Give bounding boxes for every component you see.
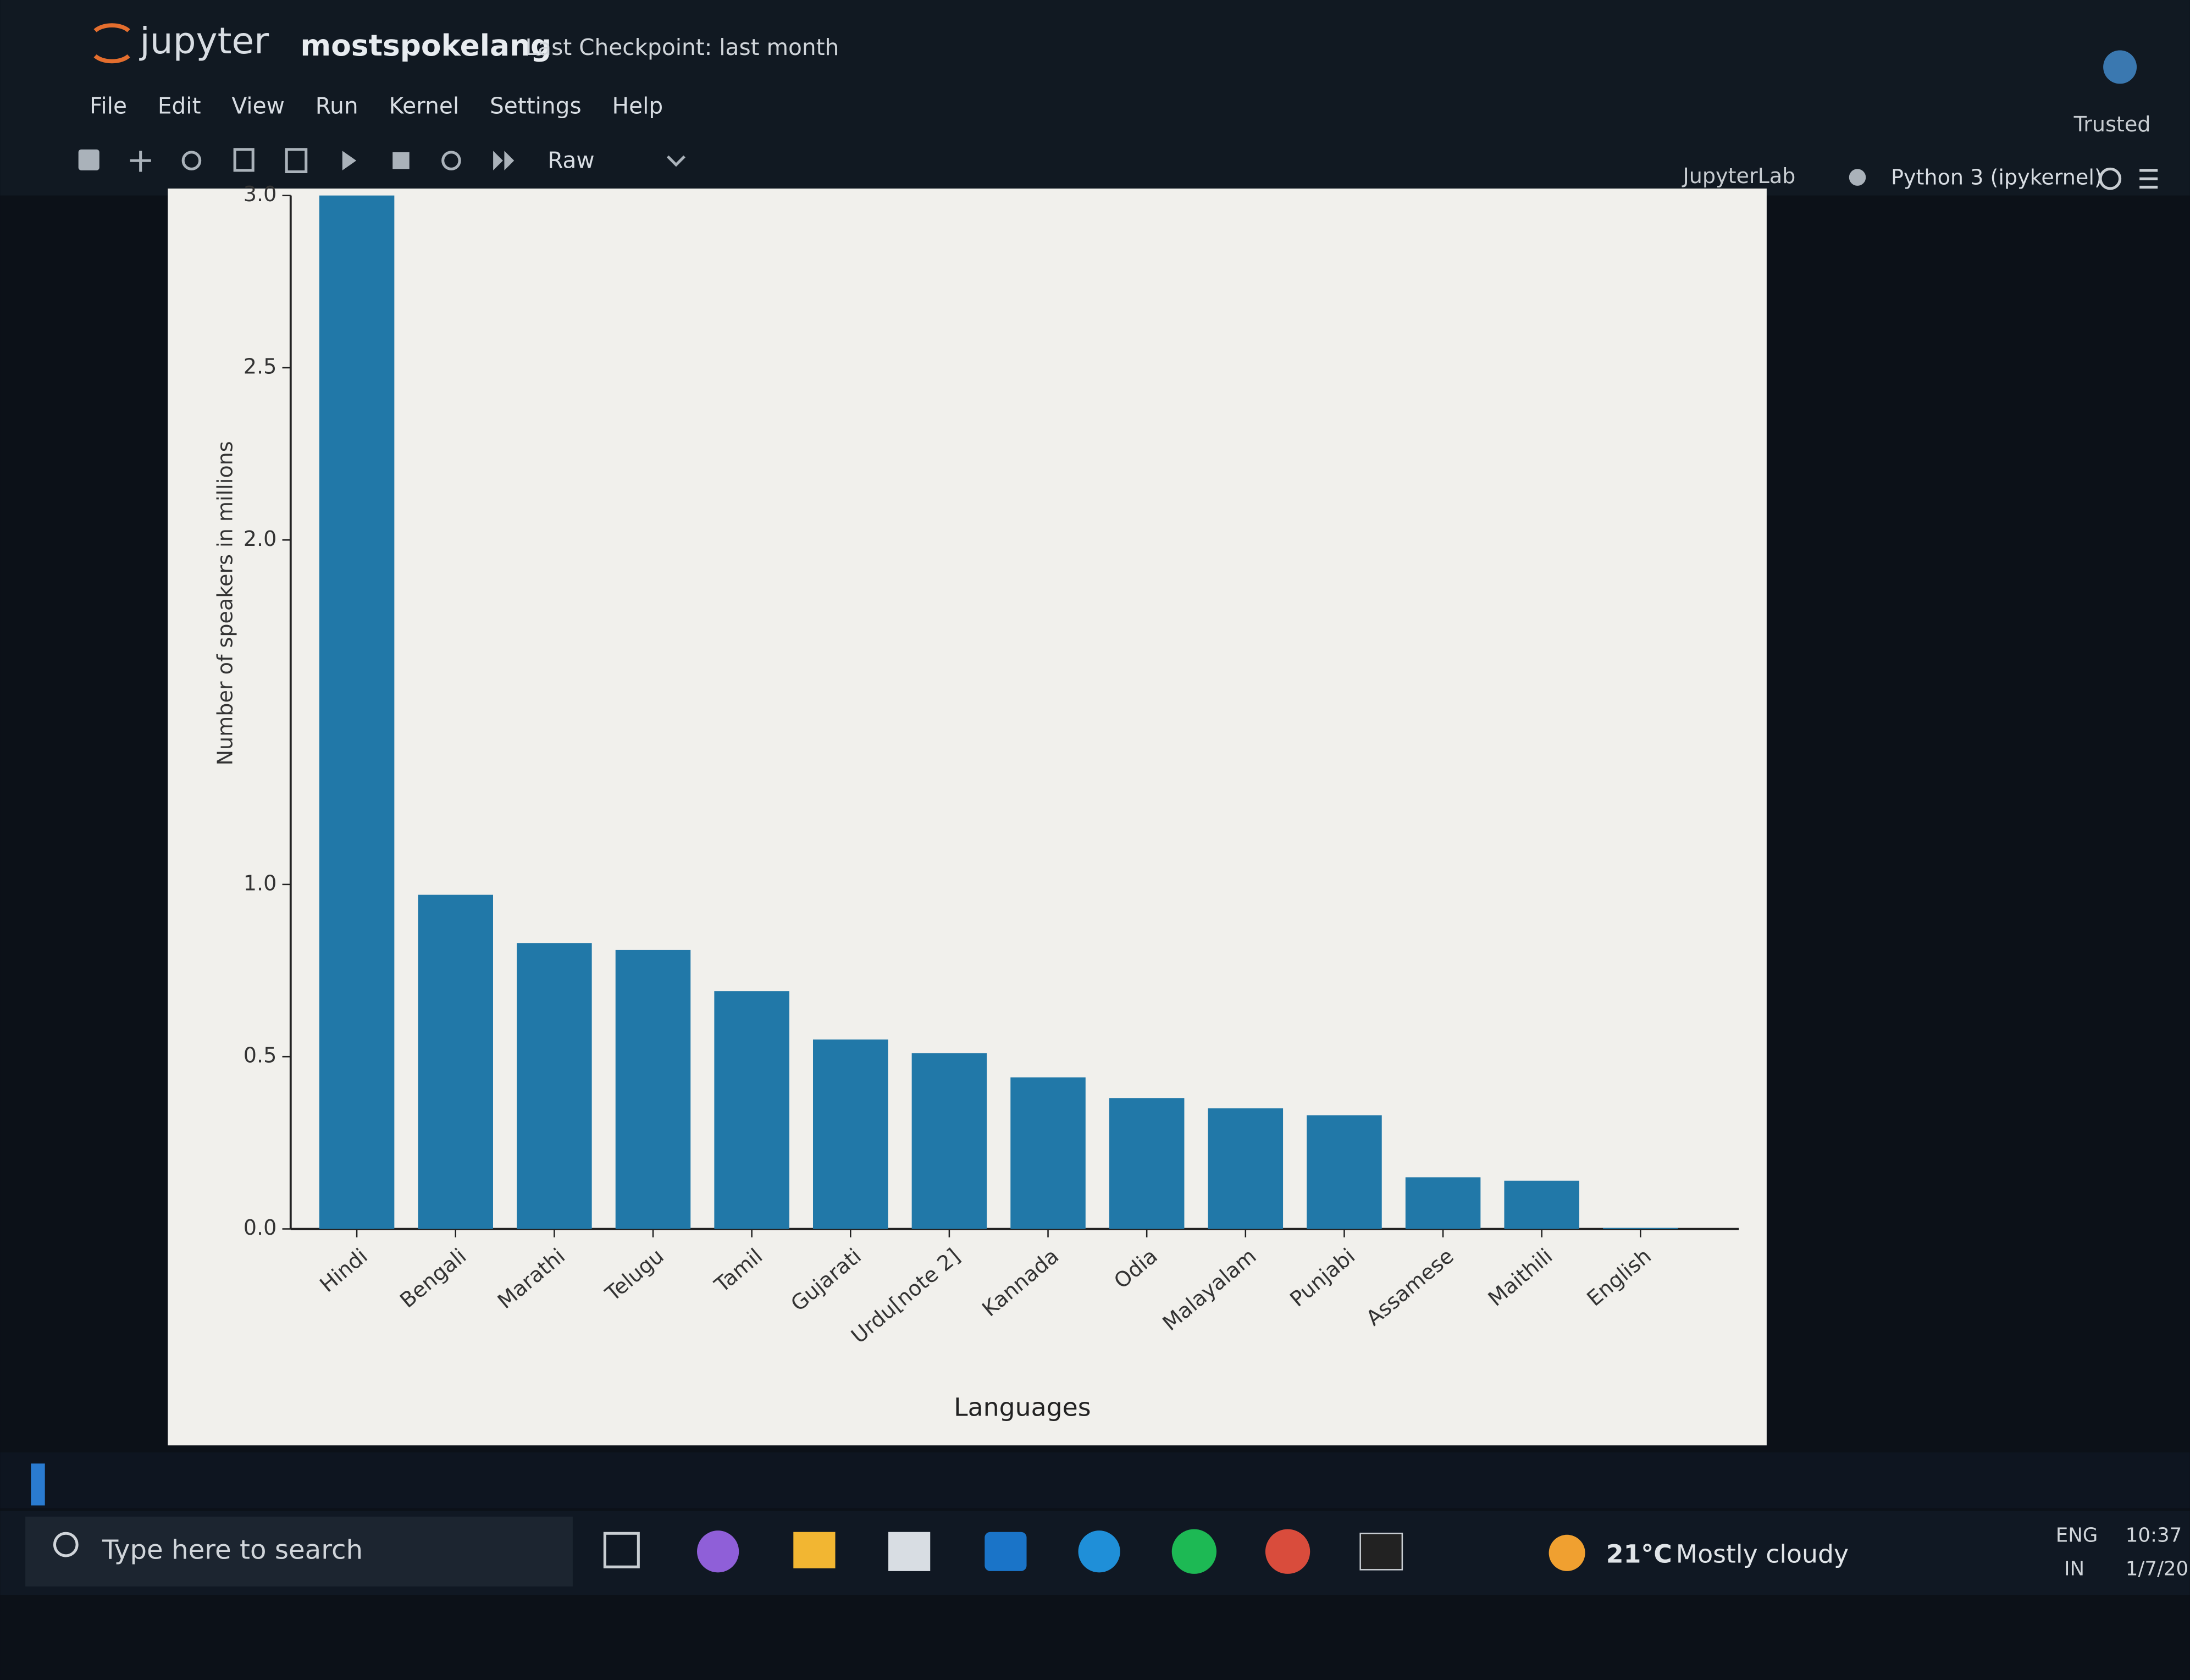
bar: [1010, 1077, 1086, 1229]
restart-icon[interactable]: [441, 151, 461, 170]
bar: [1504, 1180, 1579, 1229]
menu-item[interactable]: Kernel: [389, 93, 459, 119]
bar: [517, 943, 592, 1229]
status-area: [0, 1452, 2190, 1508]
bar: [1603, 1228, 1678, 1229]
restart-run-icon[interactable]: [493, 151, 515, 170]
x-axis-label: Languages: [954, 1393, 1091, 1422]
bar: [1405, 1177, 1481, 1229]
kernel-name[interactable]: Python 3 (ipykernel): [1891, 165, 2103, 190]
save-icon[interactable]: [78, 149, 99, 170]
input-language[interactable]: ENG: [2056, 1524, 2098, 1546]
store[interactable]: [888, 1532, 931, 1571]
bar: [1208, 1108, 1284, 1229]
menu-item[interactable]: Run: [316, 93, 358, 119]
bar: [813, 1039, 888, 1229]
kernel-status: [2099, 167, 2122, 190]
cut-icon[interactable]: [181, 151, 202, 170]
menu-item[interactable]: View: [231, 93, 284, 119]
cell-indicator: [31, 1463, 45, 1506]
bar: [1307, 1115, 1382, 1229]
weather-condition[interactable]: Mostly cloudy: [1676, 1539, 1849, 1568]
menu-item[interactable]: File: [90, 93, 127, 119]
bar: [418, 894, 493, 1229]
copilot[interactable]: [697, 1530, 739, 1573]
stop-icon[interactable]: [392, 152, 410, 169]
search-icon: [53, 1532, 79, 1557]
debug-icon[interactable]: [1849, 169, 1866, 186]
menu-icon[interactable]: [2139, 169, 2158, 189]
y-tick-label: 0.0: [244, 1215, 277, 1240]
bar: [1109, 1098, 1185, 1229]
run-icon[interactable]: [342, 151, 357, 170]
clock-date[interactable]: 1/7/20: [2126, 1557, 2188, 1580]
bar: [615, 949, 691, 1229]
copy-icon[interactable]: [233, 148, 255, 172]
bar: [319, 195, 395, 1229]
toolbar-icons: [78, 148, 515, 173]
logo-text: jupyter: [139, 20, 269, 62]
clock-time[interactable]: 10:37: [2126, 1524, 2182, 1546]
weather-icon: [1549, 1534, 1585, 1571]
dropdown-arrow[interactable]: [666, 155, 685, 167]
search-placeholder[interactable]: Type here to search: [102, 1534, 363, 1565]
menu-bar: File Edit View Run Kernel Settings Help: [90, 93, 663, 119]
bars: [319, 195, 1678, 1229]
menu-item[interactable]: Edit: [158, 93, 201, 119]
y-tick-label: 2.5: [244, 354, 277, 378]
taskbar-apps: [603, 1529, 1403, 1574]
jupyter-logo-icon: [93, 23, 130, 64]
task-view[interactable]: [603, 1532, 640, 1568]
edge[interactable]: [1078, 1530, 1120, 1573]
y-axis-label: Number of speakers in millions: [213, 441, 237, 765]
chrome[interactable]: [1265, 1529, 1310, 1574]
y-tick-label: 2.0: [244, 527, 277, 551]
paste-icon[interactable]: [285, 148, 308, 173]
checkpoint: Last Checkpoint: last month: [526, 34, 839, 60]
menu-item[interactable]: Settings: [490, 93, 582, 119]
cell-type[interactable]: Raw: [548, 147, 594, 174]
menu-item[interactable]: Help: [612, 93, 663, 119]
y-tick-label: 0.5: [244, 1043, 277, 1068]
y-tick-label: 1.0: [244, 871, 277, 895]
notebook-name[interactable]: mostspokelang: [301, 28, 552, 63]
trusted[interactable]: Trusted: [2073, 112, 2151, 136]
file-explorer[interactable]: [793, 1532, 836, 1568]
terminal[interactable]: [1359, 1532, 1403, 1571]
outlook[interactable]: [985, 1532, 1027, 1571]
y-tick-label: 3.0: [244, 182, 277, 206]
temperature[interactable]: 21°C: [1606, 1539, 1672, 1568]
bar: [911, 1053, 987, 1229]
jupyter-header: [0, 0, 2190, 196]
input-region[interactable]: IN: [2064, 1557, 2084, 1580]
chart-output: [168, 188, 1767, 1446]
python-logo: [2103, 50, 2137, 84]
search-box[interactable]: [25, 1516, 573, 1587]
jupyterlab-link[interactable]: JupyterLab: [1682, 164, 1795, 188]
add-icon[interactable]: [130, 151, 151, 172]
bar: [714, 991, 789, 1229]
spotify[interactable]: [1171, 1529, 1217, 1574]
